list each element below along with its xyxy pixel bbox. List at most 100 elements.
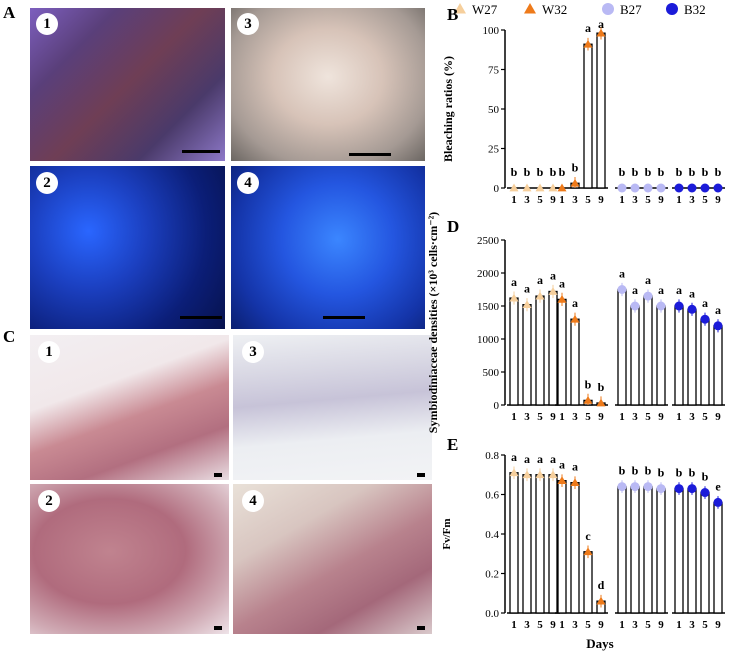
y-tick-label: 0.6	[485, 490, 499, 502]
scale-bar	[180, 316, 222, 319]
significance-letter: b	[511, 165, 518, 179]
panel-label-a: A	[3, 3, 16, 22]
legend-label-w27: W27	[472, 2, 498, 17]
coral-photo-2: 2	[30, 166, 225, 329]
point-w32	[557, 476, 567, 485]
x-tick-label: 1	[559, 619, 565, 631]
point-b27	[643, 183, 653, 193]
x-tick-label: 3	[689, 411, 695, 423]
significance-letter: a	[572, 296, 578, 310]
legend-marker-w32	[524, 3, 536, 14]
significance-letter: a	[524, 452, 530, 466]
histology-photo-3: 3	[233, 335, 432, 480]
y-axis-label-e: Fv/Fm	[441, 518, 453, 549]
bar-b27	[643, 295, 653, 406]
point-b32	[713, 183, 723, 193]
significance-letter: b	[585, 377, 592, 391]
panel-label-d: D	[447, 217, 459, 236]
x-tick-label: 9	[598, 619, 604, 631]
point-b32	[700, 314, 710, 324]
bar-b32	[687, 487, 697, 614]
point-b32	[687, 183, 697, 193]
y-axis-label-b: Bleaching ratios (%)	[441, 56, 455, 162]
point-b27	[630, 482, 640, 492]
legend-marker-w27	[454, 3, 466, 14]
bar-w32	[570, 318, 580, 406]
y-tick-label: 0.2	[485, 569, 499, 581]
x-tick-label: 1	[619, 619, 625, 631]
point-b27	[630, 301, 640, 311]
histo-number-4: 4	[242, 490, 264, 512]
histo-number-3: 3	[242, 341, 264, 363]
scale-bar	[323, 316, 365, 319]
y-tick-label: 2500	[477, 235, 500, 247]
x-tick-label: 3	[572, 411, 578, 423]
panel-label-c: C	[3, 327, 16, 346]
point-b27	[630, 183, 640, 193]
scale-bar	[182, 150, 220, 153]
photo-number-2: 2	[36, 172, 58, 194]
point-w32	[583, 395, 593, 404]
point-b27	[643, 482, 653, 492]
point-w27	[509, 293, 519, 302]
x-tick-label: 9	[550, 411, 556, 423]
bar-w27	[535, 474, 545, 614]
point-w27	[535, 470, 545, 479]
point-b32	[700, 488, 710, 498]
y-tick-label: 25	[488, 144, 500, 156]
x-tick-label: 1	[676, 411, 682, 423]
bar-w27	[535, 295, 545, 406]
bar-b32	[713, 325, 723, 406]
point-w32	[583, 547, 593, 556]
x-tick-label: 3	[632, 194, 638, 206]
x-tick-label: 3	[689, 194, 695, 206]
bar-w27	[509, 472, 519, 614]
x-tick-label: 5	[537, 194, 543, 206]
significance-letter: a	[619, 267, 625, 281]
point-w27	[522, 183, 532, 192]
bar-b32	[700, 318, 710, 406]
point-w27	[548, 470, 558, 479]
significance-letter: a	[632, 283, 638, 297]
bar-b27	[630, 305, 640, 406]
point-b32	[713, 321, 723, 331]
histo-number-2: 2	[38, 490, 60, 512]
point-b32	[674, 183, 684, 193]
x-tick-label: 5	[585, 194, 591, 206]
bar-w32	[596, 32, 606, 189]
y-axis-label-d: Symbiodiniaceae densities (×10³ cells·cm…	[426, 212, 440, 433]
x-tick-label: 9	[550, 619, 556, 631]
y-tick-label: 0	[494, 400, 500, 412]
bar-w27	[509, 297, 519, 406]
y-tick-label: 100	[483, 25, 500, 37]
significance-letter: b	[572, 160, 579, 174]
point-w32	[557, 294, 567, 303]
point-w27	[509, 468, 519, 477]
x-tick-label: 1	[511, 619, 517, 631]
x-tick-label: 5	[702, 194, 708, 206]
legend-label-w32: W32	[542, 2, 567, 17]
x-tick-label: 3	[524, 194, 530, 206]
histology-photo-2: 2	[30, 484, 229, 634]
point-b27	[656, 183, 666, 193]
scale-bar	[417, 473, 425, 477]
coral-photo-1: 1	[30, 8, 225, 161]
y-tick-label: 75	[488, 65, 500, 77]
significance-letter: b	[702, 470, 709, 484]
x-axis-label: Days	[586, 636, 613, 651]
x-tick-label: 1	[511, 194, 517, 206]
bar-b32	[700, 491, 710, 614]
x-tick-label: 1	[619, 411, 625, 423]
point-b32	[674, 484, 684, 494]
point-b32	[687, 484, 697, 494]
significance-letter: b	[676, 165, 683, 179]
significance-letter: b	[715, 165, 722, 179]
significance-letter: b	[658, 466, 665, 480]
point-b32	[687, 304, 697, 314]
x-tick-label: 9	[658, 619, 664, 631]
x-tick-label: 1	[619, 194, 625, 206]
significance-letter: b	[689, 165, 696, 179]
point-w32	[596, 28, 606, 37]
significance-letter: b	[702, 165, 709, 179]
